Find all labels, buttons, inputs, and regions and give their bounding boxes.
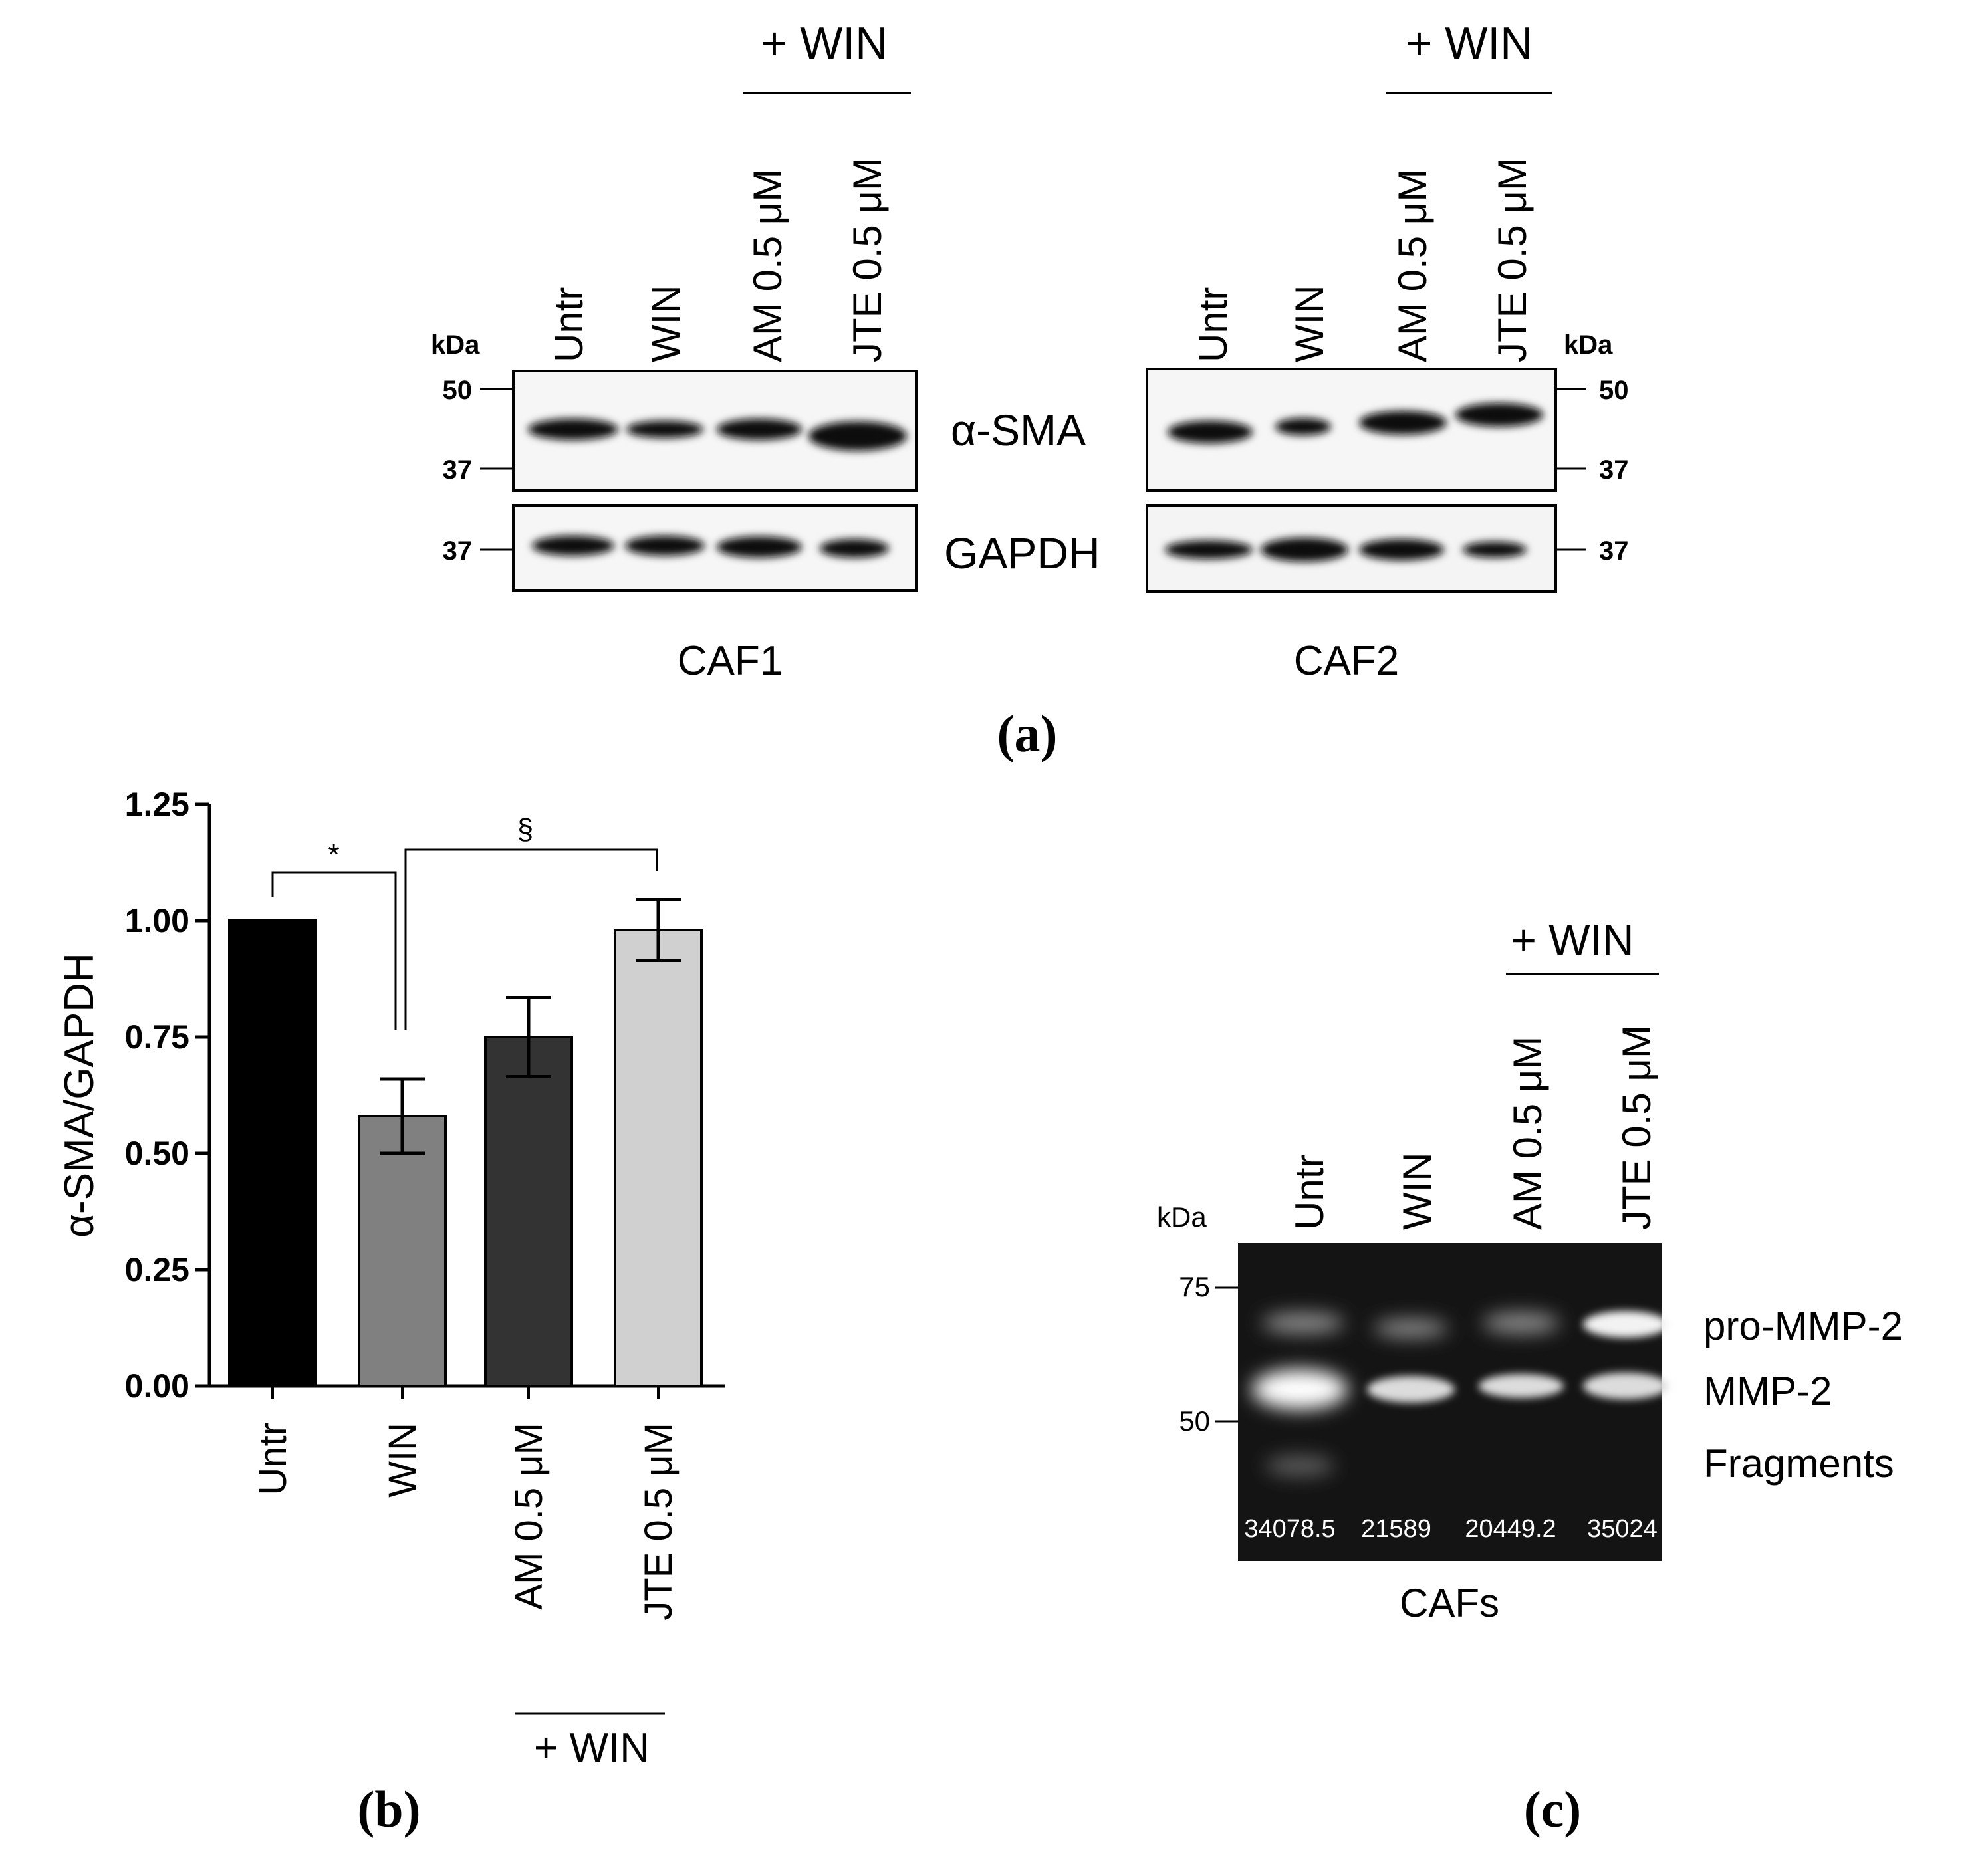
- densitometry-untr: 34078.5: [1244, 1515, 1335, 1543]
- caf1-lane-label-untr: Untr: [547, 287, 591, 362]
- x-tick-label-0: Untr: [251, 1423, 295, 1496]
- zymo-marker-50: 50: [1179, 1405, 1210, 1437]
- y-tick-label: 0.50: [125, 1135, 189, 1172]
- caf1-kda-label: kDa: [431, 330, 480, 360]
- zymo-lane-label-untr: Untr: [1287, 1155, 1332, 1230]
- y-tick-label: 1.25: [125, 786, 189, 823]
- zymo-kda-label: kDa: [1157, 1201, 1207, 1232]
- caf2-gapdh-blot: [1146, 504, 1557, 593]
- panel-b-label: (b): [357, 1780, 420, 1838]
- bar-0: [228, 919, 317, 1387]
- caf2-lane-label-jte: JTE 0.5 μM: [1490, 158, 1535, 362]
- caf2-marker-50: 50: [1599, 376, 1629, 405]
- chart-error-bars: [380, 898, 681, 1155]
- zymo-lane-label-win: WIN: [1395, 1152, 1439, 1230]
- y-axis-label: α-SMA/GAPDH: [57, 953, 102, 1238]
- caf2-lane-label-win: WIN: [1287, 285, 1332, 362]
- caf2-plus-win-label: + WIN: [1406, 18, 1533, 68]
- caf2-marker-37-bottom: 37: [1599, 536, 1629, 566]
- caf2-lane-label-untr: Untr: [1191, 287, 1235, 362]
- caf1-marker-37-bottom: 37: [443, 536, 473, 566]
- zymo-cell-label: CAFs: [1400, 1581, 1499, 1625]
- panel-b-bar-chart: 0.00 0.25 0.50 0.75 1.00 1.25 α-SMA/GAPDH Untr W…: [57, 786, 725, 1771]
- zymo-plus-win-label: + WIN: [1511, 915, 1634, 965]
- caf1-marker-37-top: 37: [443, 455, 473, 485]
- caf2-kda-label: kDa: [1564, 330, 1613, 360]
- panel-a-caf1-blot: + WIN Untr WIN AM 0.5 μM JTE 0.5 μM kDa …: [431, 18, 1100, 684]
- protein-label-sma: α-SMA: [951, 406, 1086, 455]
- sig-star-label: *: [328, 838, 339, 871]
- x-tick-label-1: WIN: [381, 1423, 424, 1498]
- caf2-cell-label: CAF2: [1294, 638, 1399, 684]
- densitometry-jte: 35024: [1587, 1515, 1658, 1543]
- band-label-mmp2: MMP-2: [1703, 1369, 1832, 1413]
- y-tick-label: 0.00: [125, 1367, 189, 1405]
- bar-3: [614, 929, 703, 1387]
- caf1-marker-50: 50: [443, 376, 473, 405]
- panel-c-zymography: + WIN Untr WIN AM 0.5 μM JTE 0.5 μM kDa …: [1157, 915, 1903, 1625]
- y-tick-label: 1.00: [125, 902, 189, 939]
- band-label-fragments: Fragments: [1703, 1441, 1894, 1486]
- zymo-lane-label-jte: JTE 0.5 μM: [1614, 1025, 1659, 1230]
- panel-a-label: (a): [997, 705, 1058, 762]
- chart-bars: [228, 919, 703, 1387]
- significance-bracket-star: *: [271, 838, 397, 1030]
- zymo-marker-75: 75: [1179, 1271, 1210, 1302]
- zymo-gel: 34078.5 21589 20449.2 35024: [1238, 1243, 1668, 1561]
- caf1-sma-blot: [512, 370, 918, 492]
- caf1-plus-win-label: + WIN: [761, 18, 888, 68]
- caf2-sma-blot: [1146, 368, 1557, 492]
- x-tick-label-2: AM 0.5 μM: [507, 1423, 551, 1610]
- caf1-lane-label-am: AM 0.5 μM: [745, 169, 790, 362]
- densitometry-am: 20449.2: [1465, 1515, 1556, 1543]
- band-label-pro-mmp2: pro-MMP-2: [1703, 1304, 1903, 1348]
- bar-1: [358, 1115, 447, 1387]
- panel-c-label: (c): [1524, 1780, 1582, 1838]
- densitometry-win: 21589: [1361, 1515, 1431, 1543]
- caf2-lane-label-am: AM 0.5 μM: [1390, 169, 1435, 362]
- caf1-gapdh-blot: [512, 504, 918, 592]
- protein-label-gapdh: GAPDH: [944, 528, 1100, 578]
- significance-bracket-section: §: [404, 813, 658, 1030]
- chart-tick-labels: 0.00 0.25 0.50 0.75 1.00 1.25 α-SMA/GAPDH Untr W…: [57, 786, 680, 1621]
- panel-a-caf2-blot: + WIN Untr WIN AM 0.5 μM JTE 0.5 μM kDa …: [1146, 18, 1629, 684]
- sig-section-label: §: [517, 813, 533, 846]
- caf1-lane-label-win: WIN: [644, 285, 688, 362]
- bar-2: [484, 1036, 573, 1387]
- x-tick-label-3: JTE 0.5 μM: [637, 1423, 680, 1621]
- caf2-marker-37-top: 37: [1599, 455, 1629, 485]
- zymo-lane-label-am: AM 0.5 μM: [1505, 1036, 1550, 1230]
- y-tick-label: 0.75: [125, 1018, 189, 1056]
- caf1-lane-label-jte: JTE 0.5 μM: [845, 158, 890, 362]
- caf1-cell-label: CAF1: [678, 638, 783, 684]
- chart-plus-win-label: + WIN: [534, 1725, 650, 1771]
- y-tick-label: 0.25: [125, 1251, 189, 1288]
